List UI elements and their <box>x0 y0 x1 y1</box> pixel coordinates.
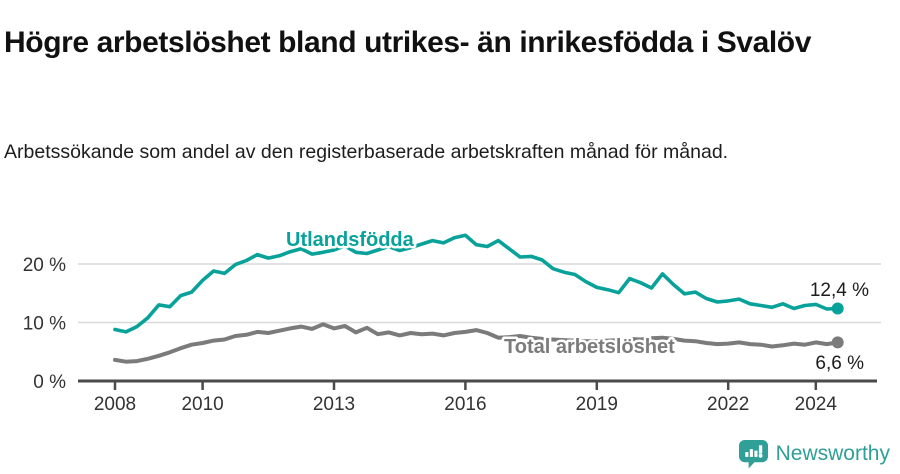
x-tick-label: 2010 <box>181 394 223 415</box>
x-tick-label: 2013 <box>313 394 355 415</box>
series-line-1 <box>113 322 840 364</box>
y-tick-label: 0 % <box>33 372 66 393</box>
page-title: Högre arbetslöshet bland utrikes- än inr… <box>4 26 812 60</box>
y-tick-label: 20 % <box>23 255 66 276</box>
newsworthy-logo-icon <box>738 439 768 469</box>
end-value-label-utlandsfodda: 12,4 % <box>810 280 869 301</box>
x-tick-label: 2016 <box>444 394 486 415</box>
brand-footer: Newsworthy <box>738 439 890 469</box>
series-layer <box>113 233 844 364</box>
series-label-utlandsfodda: Utlandsfödda <box>286 229 415 251</box>
annotation-layer: Utlandsfödda Total arbetslöshet 12,4 % 6… <box>284 227 870 375</box>
end-dot-0 <box>831 302 844 315</box>
x-tick-label: 2019 <box>576 394 618 415</box>
brand-name: Newsworthy <box>775 442 890 465</box>
x-tick-label: 2024 <box>795 394 838 415</box>
series-label-total-arbetsloshet: Total arbetslöshet <box>504 336 675 358</box>
end-value-label-total: 6,6 % <box>815 353 864 374</box>
x-tick-label: 2022 <box>707 394 749 415</box>
page-subtitle: Arbetssökande som andel av den registerb… <box>4 140 729 163</box>
end-dot-1 <box>831 336 844 349</box>
x-tick-label: 2008 <box>94 394 136 415</box>
axis-layer: 0 % 10 % 20 % 2008 2010 2013 2016 2019 2022 2024 <box>23 255 877 415</box>
gridlines-layer <box>78 263 881 324</box>
y-tick-label: 10 % <box>23 314 66 335</box>
series-line-0 <box>113 233 840 334</box>
